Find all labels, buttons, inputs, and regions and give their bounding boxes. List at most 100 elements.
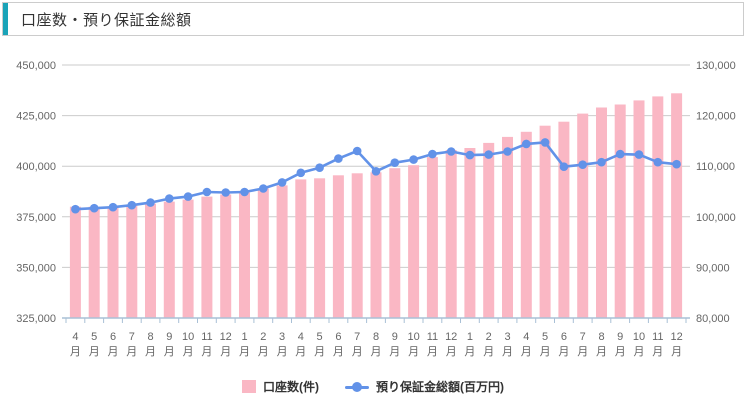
x-axis-label-month-suffix: 月 [652,346,663,358]
x-axis-label-month-suffix: 月 [483,346,494,358]
x-axis-label-month-suffix: 月 [333,346,344,358]
x-axis-label-month-number: 4 [72,331,78,343]
x-axis-label-month-number: 3 [504,331,510,343]
bar [558,121,570,318]
legend-item-deposits[interactable]: 預り保証金総額(百万円) [345,378,504,395]
bar [126,205,138,318]
x-axis-label-month-number: 6 [561,331,567,343]
left-axis-tick-label: 325,000 [16,313,56,325]
bar [239,192,250,318]
bar [389,168,401,318]
bar [314,178,326,318]
bar [370,172,382,318]
x-axis-label-month-number: 8 [598,331,604,343]
line-point [409,155,418,164]
x-axis-label-month-number: 7 [580,331,586,343]
line-point [615,149,625,159]
line-point [446,147,456,156]
bar [652,96,664,319]
x-axis-label-month-suffix: 月 [427,346,438,358]
line-point [522,139,531,149]
x-axis-label-month-number: 5 [91,331,97,343]
line-point [146,198,155,207]
bar-series [69,93,683,319]
right-axis-tick-label: 80,000 [696,313,730,325]
x-axis-label-month-suffix: 月 [502,346,513,358]
x-axis-label-month-number: 11 [201,331,212,343]
line-icon-dot [352,381,362,392]
left-axis-labels: 450,000 425,000 400,000 375,000 350,000 325,0… [16,60,56,325]
x-axis-label-month-suffix: 月 [258,346,269,358]
x-axis-label-month-number: 2 [486,331,492,343]
chart-title-bar: 口座数・預り保証金総額 [2,2,744,36]
x-axis-label-month-suffix: 月 [220,346,231,358]
x-axis-label-month-number: 9 [392,331,398,343]
line-point [127,200,137,210]
x-axis-label-month-suffix: 月 [446,346,457,358]
bar [408,165,420,318]
x-axis-label-month-suffix: 月 [108,346,119,358]
line-point [183,192,193,201]
bar [596,107,607,318]
line-point [672,159,681,169]
bar [483,142,495,318]
x-axis-label-month-number: 1 [241,331,247,343]
x-axis-label-month-suffix: 月 [295,346,306,358]
bar [445,150,457,318]
line-point [221,188,230,197]
x-axis-label-month-number: 4 [523,331,529,343]
bar [145,203,156,318]
x-axis-label-month-suffix: 月 [126,346,137,358]
line-point [259,184,268,193]
line-point [371,167,381,176]
line-point [71,204,80,214]
x-axis-label-month-number: 1 [467,331,473,343]
x-axis-labels: 4月5月6月7月8月9月10月11月12月1月2月3月4月5月6月7月8月9月1… [70,331,683,358]
legend-item-accounts[interactable]: 口座数(件) [242,378,319,395]
legend-label-deposits: 預り保証金総額(百万円) [376,380,504,394]
right-axis-tick-label: 100,000 [696,212,736,224]
left-axis-tick-label: 400,000 [16,161,56,173]
bar [614,104,626,318]
bar [332,175,344,318]
line-point [240,187,249,197]
x-axis-label-month-suffix: 月 [239,346,250,358]
x-axis-label-month-number: 9 [617,331,623,343]
x-axis-label-month-suffix: 月 [634,346,645,358]
x-axis-label-month-number: 10 [633,331,645,343]
line-point [202,187,212,197]
bar [88,206,100,318]
bar [107,206,119,318]
x-axis-label-month-suffix: 月 [615,346,626,358]
x-axis-label-month-suffix: 月 [577,346,588,358]
left-axis-tick-label: 450,000 [16,60,56,72]
line-point [315,163,324,172]
bar [257,188,269,318]
x-axis-label-month-number: 4 [298,331,304,343]
page-title: 口座数・預り保証金総額 [21,11,192,29]
x-axis-label-month-suffix: 月 [352,346,363,358]
x-axis-label-month-number: 8 [147,331,153,343]
x-axis-label-month-number: 10 [182,331,194,343]
line-point [390,158,400,167]
x-axis-label-month-number: 5 [317,331,323,343]
legend-label-accounts: 口座数(件) [263,380,319,394]
x-axis-label-month-suffix: 月 [408,346,419,358]
x-axis-label-month-suffix: 月 [145,346,156,358]
x-axis-label-month-suffix: 月 [371,346,382,358]
x-axis-label-month-number: 12 [220,331,232,343]
x-axis-label-month-suffix: 月 [596,346,607,358]
x-axis-label-month-number: 3 [279,331,285,343]
x-axis-label-month-number: 11 [652,331,663,343]
x-axis [62,317,690,323]
x-axis-label-month-number: 7 [129,331,135,343]
line-point [89,203,99,213]
x-axis-label-month-suffix: 月 [521,346,532,358]
line-point [465,150,475,160]
bar [671,93,683,318]
x-axis-label-month-number: 12 [670,331,682,343]
x-axis-label-month-number: 8 [373,331,379,343]
bar [69,206,81,318]
left-axis-tick-label: 350,000 [16,262,56,274]
bar [163,201,175,318]
